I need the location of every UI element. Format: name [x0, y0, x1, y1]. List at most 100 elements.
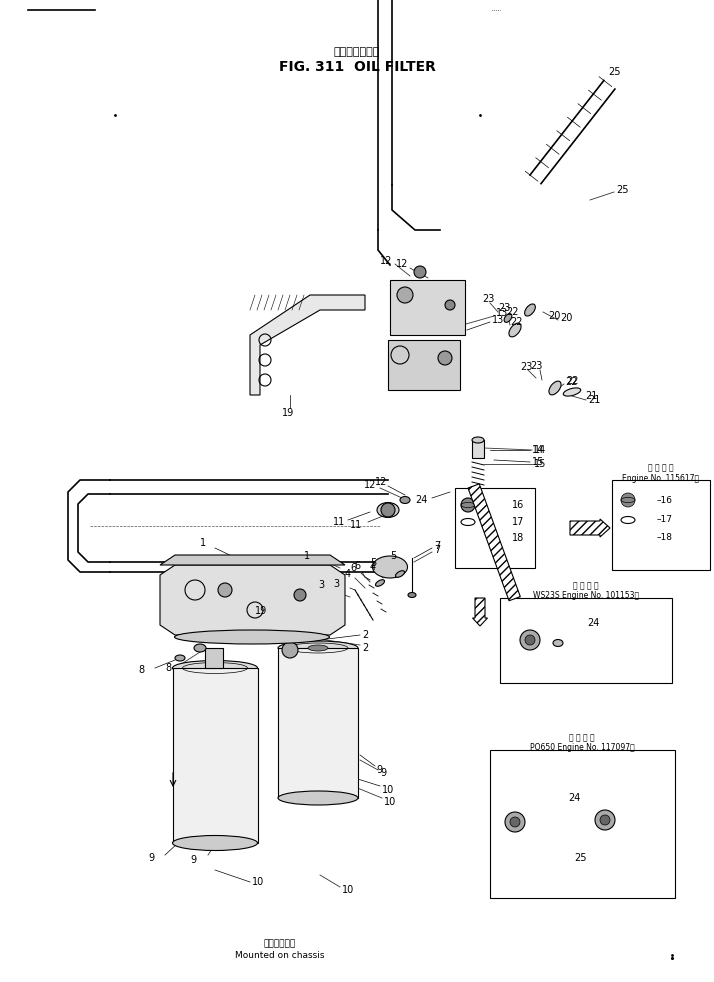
- Bar: [388, 340, 460, 390]
- Text: 4: 4: [345, 569, 351, 579]
- Text: 14: 14: [532, 445, 544, 455]
- Text: 13: 13: [492, 315, 504, 325]
- Ellipse shape: [278, 791, 358, 805]
- Text: –18: –18: [657, 533, 673, 542]
- Circle shape: [600, 815, 610, 825]
- Ellipse shape: [173, 836, 258, 850]
- Text: 7: 7: [434, 545, 441, 555]
- Text: 9: 9: [190, 855, 196, 865]
- Text: 17: 17: [512, 517, 524, 527]
- Bar: [205, 648, 223, 668]
- Ellipse shape: [173, 661, 258, 676]
- Text: 20: 20: [560, 313, 573, 323]
- Circle shape: [525, 635, 535, 645]
- Text: 13: 13: [496, 308, 508, 318]
- Text: 適 用 号 機: 適 用 号 機: [648, 464, 674, 472]
- Text: 10: 10: [252, 877, 264, 887]
- Text: 23: 23: [520, 362, 533, 372]
- Text: 25: 25: [608, 67, 620, 77]
- Text: 15: 15: [532, 457, 544, 467]
- Ellipse shape: [563, 388, 580, 396]
- Text: 24: 24: [568, 793, 580, 803]
- Circle shape: [510, 817, 520, 827]
- Text: Engine No. 115617～: Engine No. 115617～: [623, 473, 700, 482]
- Bar: [612, 480, 710, 570]
- Text: オイルフィルタ: オイルフィルタ: [334, 47, 380, 57]
- Text: 11: 11: [350, 520, 362, 530]
- Text: 11: 11: [333, 517, 346, 527]
- Circle shape: [397, 287, 413, 303]
- Bar: [472, 440, 484, 458]
- Text: 25: 25: [574, 853, 586, 863]
- Ellipse shape: [400, 497, 410, 504]
- Text: 車体側に取付: 車体側に取付: [264, 940, 296, 949]
- Text: 12: 12: [364, 480, 376, 490]
- Text: 21: 21: [585, 391, 598, 401]
- Bar: [490, 750, 675, 898]
- Text: Mounted on chassis: Mounted on chassis: [235, 952, 325, 960]
- Text: 8: 8: [138, 665, 144, 675]
- Text: 6: 6: [354, 561, 360, 571]
- Text: 1: 1: [200, 538, 206, 548]
- Circle shape: [595, 810, 615, 830]
- Circle shape: [381, 503, 395, 517]
- Text: 9: 9: [380, 768, 386, 778]
- Circle shape: [282, 642, 298, 658]
- Text: 10: 10: [382, 785, 394, 795]
- Circle shape: [414, 266, 426, 278]
- Ellipse shape: [278, 641, 358, 655]
- Ellipse shape: [194, 644, 206, 652]
- Ellipse shape: [373, 556, 408, 578]
- Text: FIG. 311  OIL FILTER: FIG. 311 OIL FILTER: [278, 60, 436, 74]
- Text: 19: 19: [282, 408, 294, 418]
- Text: 22: 22: [510, 317, 523, 327]
- Polygon shape: [468, 484, 521, 601]
- Text: 3: 3: [333, 579, 339, 589]
- Bar: [455, 488, 535, 568]
- Text: 24: 24: [587, 618, 599, 628]
- Ellipse shape: [525, 304, 536, 316]
- Text: 適 用 号 機: 適 用 号 機: [569, 734, 595, 742]
- Text: 12: 12: [375, 477, 388, 487]
- Bar: [173, 668, 258, 843]
- Text: 22: 22: [565, 377, 578, 387]
- Circle shape: [461, 498, 475, 512]
- Circle shape: [294, 589, 306, 601]
- Circle shape: [505, 812, 525, 832]
- Text: 20: 20: [548, 311, 560, 321]
- Circle shape: [520, 630, 540, 650]
- Text: 4: 4: [370, 562, 376, 572]
- Text: –17: –17: [657, 516, 673, 524]
- FancyArrow shape: [570, 519, 610, 537]
- Text: 3: 3: [318, 580, 324, 590]
- Text: 5: 5: [370, 558, 376, 568]
- Text: 7: 7: [434, 541, 441, 551]
- Text: 9: 9: [148, 853, 154, 863]
- Ellipse shape: [376, 579, 385, 586]
- Ellipse shape: [472, 437, 484, 443]
- Text: 9: 9: [376, 765, 382, 775]
- Bar: [500, 598, 672, 683]
- Text: 25: 25: [616, 185, 628, 195]
- Text: 12: 12: [380, 256, 393, 266]
- Text: 22: 22: [566, 376, 578, 386]
- Text: WS23S Engine No. 101153～: WS23S Engine No. 101153～: [533, 591, 639, 601]
- Text: 2: 2: [362, 630, 368, 640]
- Text: 適 用 号 機: 適 用 号 機: [573, 581, 599, 590]
- FancyArrow shape: [473, 598, 488, 626]
- Text: 12: 12: [396, 259, 408, 269]
- Bar: [390, 280, 465, 335]
- Text: 10: 10: [384, 797, 396, 807]
- Text: 14: 14: [534, 445, 546, 455]
- Text: 24: 24: [415, 495, 428, 505]
- Ellipse shape: [408, 592, 416, 597]
- Text: 1: 1: [304, 551, 310, 561]
- Bar: [278, 648, 358, 798]
- Circle shape: [218, 583, 232, 597]
- Text: 21: 21: [588, 395, 600, 405]
- Circle shape: [445, 300, 455, 310]
- Text: 6: 6: [350, 563, 356, 573]
- Text: 23: 23: [498, 303, 511, 313]
- Ellipse shape: [175, 655, 185, 661]
- Text: 23: 23: [482, 294, 494, 304]
